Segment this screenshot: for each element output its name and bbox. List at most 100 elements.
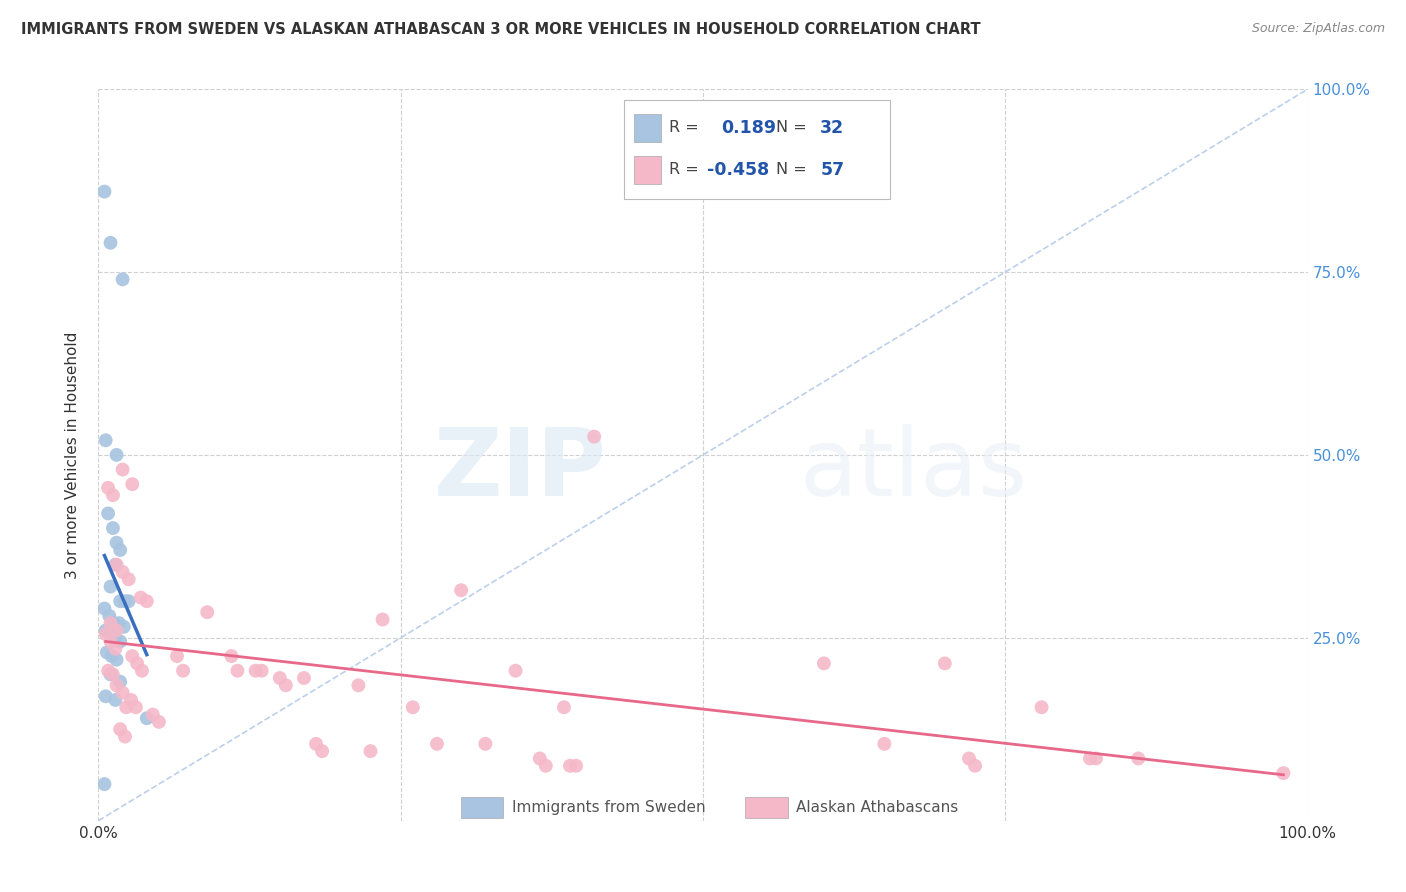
- Y-axis label: 3 or more Vehicles in Household: 3 or more Vehicles in Household: [65, 331, 80, 579]
- Point: [96, 645, 118, 659]
- Point: [195, 605, 218, 619]
- Text: atlas: atlas: [800, 424, 1028, 516]
- Point: [131, 664, 153, 678]
- Point: [292, 671, 315, 685]
- Point: [104, 693, 127, 707]
- Point: [105, 653, 128, 667]
- Point: [93, 601, 115, 615]
- Point: [108, 594, 131, 608]
- Point: [1078, 751, 1101, 765]
- Point: [100, 634, 122, 648]
- Point: [100, 649, 122, 664]
- Text: 0.189: 0.189: [721, 119, 776, 137]
- Point: [553, 700, 575, 714]
- Point: [97, 481, 120, 495]
- Text: R =: R =: [669, 120, 704, 136]
- Point: [97, 507, 120, 521]
- Text: ZIP: ZIP: [433, 424, 606, 516]
- Point: [105, 558, 128, 572]
- Point: [402, 700, 425, 714]
- Point: [112, 620, 135, 634]
- Point: [98, 608, 121, 623]
- Point: [111, 686, 134, 700]
- Point: [269, 671, 291, 685]
- FancyBboxPatch shape: [461, 797, 503, 819]
- Point: [558, 758, 581, 772]
- Point: [111, 462, 134, 476]
- Point: [274, 678, 297, 692]
- Point: [148, 714, 170, 729]
- Point: [347, 678, 370, 692]
- Point: [135, 594, 157, 608]
- Point: [105, 624, 128, 638]
- Point: [104, 631, 127, 645]
- Point: [172, 664, 194, 678]
- Point: [118, 572, 141, 586]
- Text: 57: 57: [820, 161, 845, 178]
- FancyBboxPatch shape: [634, 156, 661, 184]
- Point: [121, 477, 143, 491]
- Point: [1272, 766, 1295, 780]
- Point: [104, 641, 127, 656]
- Point: [105, 535, 128, 549]
- Point: [226, 664, 249, 678]
- Point: [305, 737, 328, 751]
- Text: N =: N =: [776, 120, 811, 136]
- Point: [250, 664, 273, 678]
- Text: N =: N =: [776, 162, 811, 178]
- Point: [108, 674, 131, 689]
- Point: [105, 448, 128, 462]
- Point: [873, 737, 896, 751]
- FancyBboxPatch shape: [745, 797, 787, 819]
- Text: Source: ZipAtlas.com: Source: ZipAtlas.com: [1251, 22, 1385, 36]
- FancyBboxPatch shape: [634, 114, 661, 142]
- Point: [129, 591, 152, 605]
- Point: [565, 758, 588, 772]
- Point: [108, 616, 131, 631]
- Point: [108, 634, 131, 648]
- Text: Immigrants from Sweden: Immigrants from Sweden: [512, 800, 706, 815]
- Point: [101, 667, 124, 681]
- Point: [111, 272, 134, 286]
- Text: R =: R =: [669, 162, 704, 178]
- Point: [474, 737, 496, 751]
- Point: [120, 693, 142, 707]
- Point: [934, 657, 956, 671]
- Point: [583, 430, 606, 444]
- Point: [103, 616, 125, 631]
- Point: [813, 657, 835, 671]
- Point: [97, 664, 120, 678]
- Point: [114, 594, 136, 608]
- Point: [534, 758, 557, 772]
- Point: [101, 488, 124, 502]
- Point: [360, 744, 382, 758]
- Point: [105, 678, 128, 692]
- Point: [1128, 751, 1150, 765]
- Point: [245, 664, 267, 678]
- Point: [100, 667, 122, 681]
- Point: [957, 751, 980, 765]
- Point: [108, 543, 131, 558]
- FancyBboxPatch shape: [624, 100, 890, 199]
- Point: [94, 434, 117, 448]
- Point: [93, 777, 115, 791]
- Point: [100, 235, 122, 250]
- Point: [125, 700, 148, 714]
- Point: [93, 185, 115, 199]
- Point: [426, 737, 449, 751]
- Point: [121, 649, 143, 664]
- Point: [108, 723, 131, 737]
- Text: 32: 32: [820, 119, 845, 137]
- Point: [135, 711, 157, 725]
- Point: [94, 624, 117, 638]
- Text: Alaskan Athabascans: Alaskan Athabascans: [796, 800, 959, 815]
- Point: [450, 583, 472, 598]
- Text: -0.458: -0.458: [707, 161, 769, 178]
- Point: [1085, 751, 1108, 765]
- Point: [100, 580, 122, 594]
- Point: [965, 758, 987, 772]
- Point: [371, 612, 394, 626]
- Point: [505, 664, 527, 678]
- Point: [104, 558, 127, 572]
- Point: [142, 707, 165, 722]
